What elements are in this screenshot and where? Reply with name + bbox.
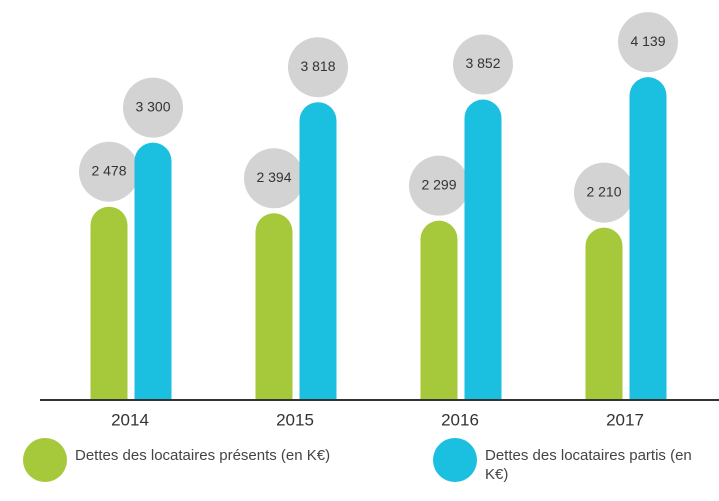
value-label-bubble — [244, 148, 304, 209]
value-label-bubble — [453, 34, 513, 95]
value-label-bubble — [123, 77, 183, 138]
value-label: 2 210 — [586, 183, 621, 199]
value-label: 3 818 — [300, 58, 335, 74]
value-label-bubble — [618, 12, 678, 73]
x-tick-label: 2016 — [441, 410, 479, 429]
bar — [629, 77, 667, 401]
bar — [134, 142, 172, 400]
value-label-bubble — [574, 162, 634, 223]
value-label: 3 852 — [465, 55, 500, 71]
legend-label: Dettes des locataires partis (en K€) — [485, 447, 692, 483]
legend-label: Dettes des locataires présents (en K€) — [75, 447, 331, 464]
legend-swatch — [433, 438, 477, 482]
bar — [464, 99, 502, 400]
value-label: 3 300 — [135, 98, 170, 114]
value-label-bubble — [288, 37, 348, 98]
bar — [420, 220, 458, 400]
value-label: 2 478 — [91, 162, 126, 178]
bar — [299, 102, 337, 400]
bar — [585, 227, 623, 400]
value-label: 4 139 — [630, 33, 665, 49]
bar — [255, 213, 293, 400]
value-label-bubble — [79, 141, 139, 202]
value-label: 2 299 — [421, 176, 456, 192]
value-label: 2 394 — [256, 169, 291, 185]
bar — [90, 206, 128, 400]
x-tick-label: 2014 — [111, 410, 149, 429]
legend-swatch — [23, 438, 67, 482]
x-tick-label: 2017 — [606, 410, 644, 429]
x-tick-label: 2015 — [276, 410, 314, 429]
value-label-bubble — [409, 155, 469, 216]
